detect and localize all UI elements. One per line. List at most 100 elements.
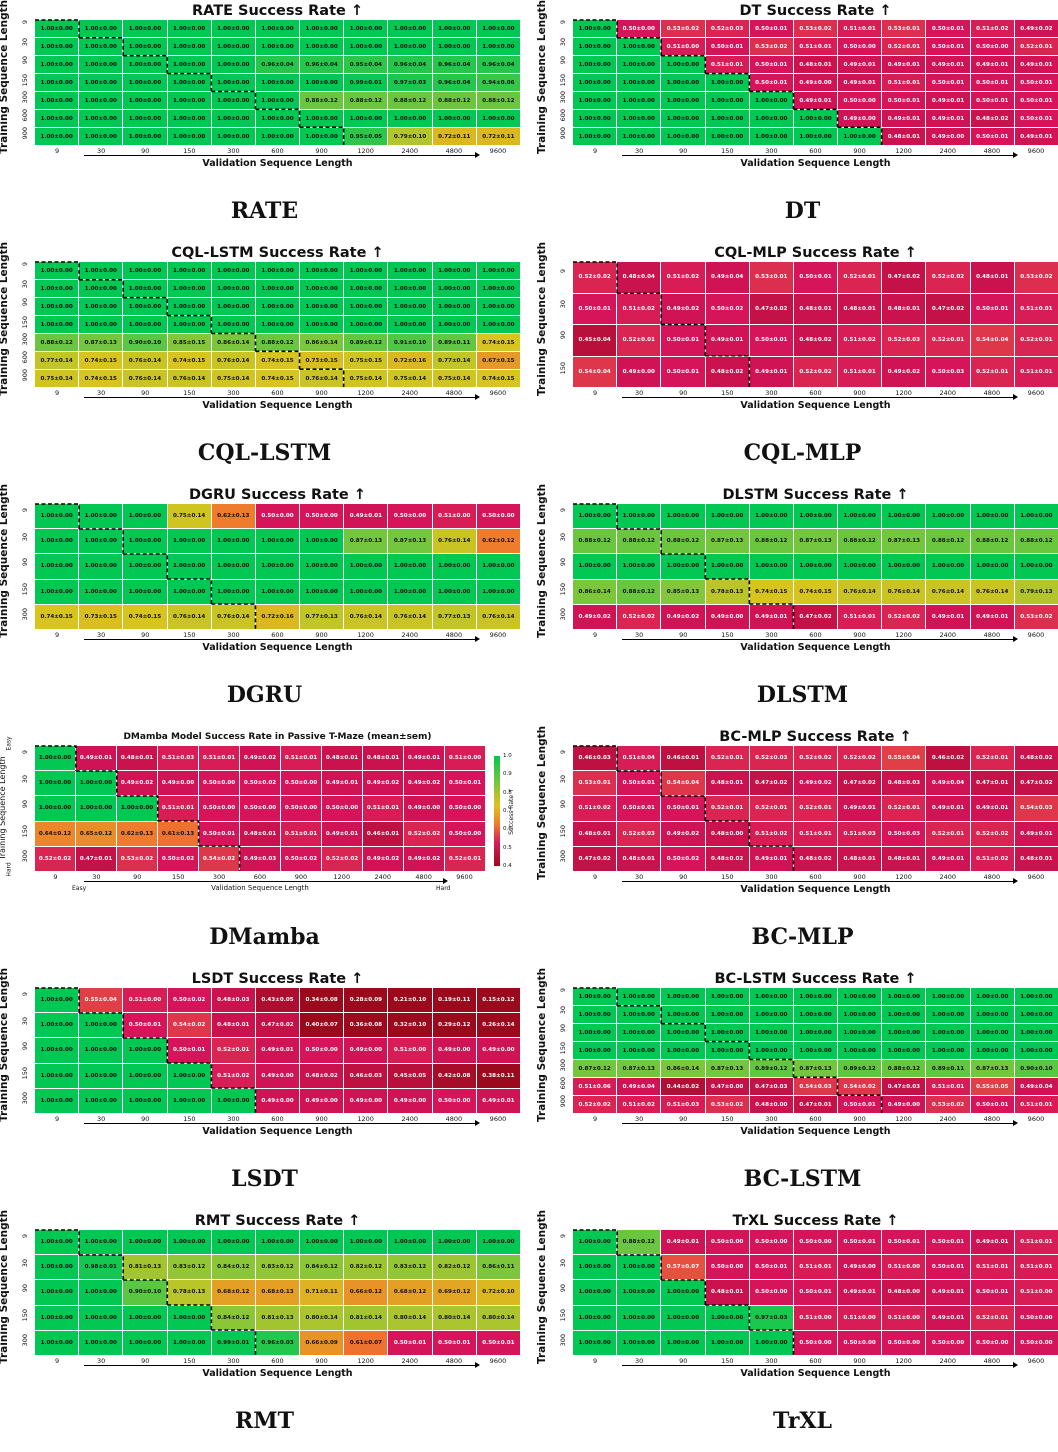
y-axis-label: Training Sequence Length (536, 967, 548, 1122)
x-tick-label: 9600 (489, 1357, 507, 1365)
y-tick-label: 30 (559, 37, 567, 47)
heatmap-cell: 1.00±0.00 (476, 280, 520, 297)
x-tick-label: 300 (765, 147, 778, 155)
heatmap-cell: 1.00±0.00 (255, 280, 300, 297)
heatmap-cell: 0.50±0.01 (926, 20, 970, 37)
heatmap-cell: 0.49±0.01 (76, 746, 116, 771)
heatmap-cell: 0.85±0.15 (167, 334, 211, 351)
y-axis-label: Training Sequence Length (0, 756, 7, 860)
x-tick-label: 600 (271, 1357, 284, 1365)
heatmap-cell: 1.00±0.00 (661, 1305, 705, 1330)
chart-title: LSDT Success Rate ↑ (191, 971, 364, 987)
heatmap-cell: 0.51±0.01 (281, 821, 321, 846)
x-axis-label: Validation Sequence Length (740, 1126, 891, 1137)
heatmap-cell: 1.00±0.00 (76, 771, 116, 796)
heatmap-cell: 0.51±0.04 (617, 746, 661, 771)
x-axis-arrow (622, 1120, 1018, 1126)
heatmap-cell: 0.81±0.14 (344, 1305, 388, 1330)
heatmap-cell: 1.00±0.00 (211, 316, 255, 333)
heatmap-cell: 0.75±0.14 (211, 370, 255, 387)
heatmap-panel: DT Success Rate ↑ Training Sequence Lengt… (536, 0, 1058, 242)
panel-caption: DGRU (226, 682, 303, 708)
y-tick-label: 900 (559, 1095, 567, 1108)
heatmap-cell: 1.00±0.00 (79, 579, 123, 604)
heatmap-cell: 1.00±0.00 (432, 20, 476, 37)
heatmap-cell: 1.00±0.00 (35, 1330, 79, 1355)
y-tick-label: 900 (559, 127, 567, 140)
heatmap-panel: DMamba Model Success Rate in Passive T-M… (0, 726, 529, 968)
heatmap-cell: 0.50±0.01 (1014, 92, 1058, 109)
heatmap-cell: 1.00±0.00 (617, 1330, 661, 1355)
heatmap-cell: 0.50±0.00 (388, 504, 432, 529)
heatmap-cell: 0.78±0.13 (705, 579, 749, 604)
heatmap-cell: 0.51±0.03 (661, 1096, 705, 1113)
chart-title: CQL-LSTM Success Rate ↑ (171, 245, 384, 261)
x-tick-label: 600 (809, 1357, 822, 1365)
heatmap-cell: 0.49±0.01 (344, 504, 388, 529)
heatmap-cell: 0.80±0.14 (388, 1305, 432, 1330)
x-axis-arrow (622, 1362, 1018, 1368)
heatmap-cell: 0.76±0.14 (344, 604, 388, 629)
x-tick-label: 1200 (895, 147, 912, 155)
heatmap-cell: 1.00±0.00 (476, 38, 520, 55)
heatmap-cell: 0.89±0.11 (432, 334, 476, 351)
heatmap-cell: 0.50±0.00 (281, 771, 321, 796)
y-tick-label: 150 (21, 824, 29, 837)
heatmap-panel: BC-LSTM Success Rate ↑ Training Sequence … (536, 967, 1058, 1210)
x-tick-label: 900 (853, 1357, 866, 1365)
x-axis-arrow (84, 636, 480, 642)
heatmap-cell: 0.48±0.01 (1014, 846, 1058, 871)
heatmap-cell: 1.00±0.00 (1014, 988, 1058, 1005)
x-tick-label: 90 (679, 1115, 688, 1123)
x-tick-label: 300 (227, 631, 240, 639)
heatmap-cell: 0.48±0.03 (211, 988, 255, 1013)
heatmap-cell: 0.49±0.00 (793, 74, 838, 91)
heatmap-cell: 1.00±0.00 (79, 262, 123, 279)
heatmap-cell: 0.53±0.02 (926, 1096, 970, 1113)
x-tick-label: 600 (271, 631, 284, 639)
heatmap-cell: 1.00±0.00 (79, 280, 123, 297)
x-tick-label: 30 (96, 147, 106, 155)
heatmap-cell: 0.52±0.02 (970, 821, 1014, 846)
x-tick-label: 9 (592, 873, 598, 881)
heatmap-cell: 1.00±0.00 (123, 110, 167, 127)
heatmap-cell: 0.49±0.02 (573, 604, 617, 629)
heatmap-cell: 0.54±0.04 (573, 356, 617, 387)
heatmap-cell: 1.00±0.00 (573, 1042, 617, 1059)
heatmap-cell: 0.94±0.06 (476, 74, 520, 91)
x-tick-label: 30 (634, 631, 644, 639)
heatmap-cell: 0.48±0.01 (117, 746, 157, 771)
heatmap-cell: 0.88±0.12 (432, 92, 476, 109)
heatmap-cell: 0.49±0.01 (926, 110, 970, 127)
heatmap-cell: 1.00±0.00 (35, 280, 79, 297)
heatmap-cell: 0.49±0.01 (926, 604, 970, 629)
heatmap-cell: 0.76±0.14 (970, 579, 1014, 604)
heatmap-cell: 0.48±0.01 (793, 56, 838, 73)
heatmap-cell: 1.00±0.00 (167, 74, 211, 91)
chart-title: DGRU Success Rate ↑ (189, 487, 366, 503)
x-tick-label: 1200 (357, 631, 374, 639)
heatmap-cell: 1.00±0.00 (35, 1063, 79, 1088)
x-tick-label: 90 (679, 631, 688, 639)
heatmap-cell: 1.00±0.00 (617, 1006, 661, 1023)
heatmap-cell: 0.49±0.01 (838, 56, 882, 73)
heatmap-cell: 1.00±0.00 (476, 20, 520, 37)
heatmap-cell: 0.50±0.01 (970, 293, 1014, 324)
y-tick-label: 150 (21, 315, 29, 328)
heatmap-cell: 0.49±0.03 (240, 846, 280, 871)
x-axis-arrow (622, 636, 1018, 642)
heatmap-cell: 0.52±0.01 (617, 325, 661, 356)
heatmap-cell: 0.72±0.16 (255, 604, 300, 629)
heatmap-cell: 0.51±0.00 (882, 1255, 926, 1280)
x-tick-label: 600 (271, 389, 284, 397)
heatmap-cell: 1.00±0.00 (35, 1230, 79, 1255)
heatmap-cell: 0.50±0.00 (970, 1330, 1014, 1355)
x-tick-label: 1200 (895, 389, 912, 397)
heatmap-cell: 1.00±0.00 (793, 554, 838, 579)
heatmap-cell: 1.00±0.00 (838, 988, 882, 1005)
heatmap-cell: 0.26±0.14 (476, 1013, 520, 1038)
heatmap-cell: 0.51±0.03 (158, 746, 198, 771)
x-tick-label: 2400 (939, 1357, 957, 1365)
heatmap-cell: 0.49±0.01 (926, 1305, 970, 1330)
x-tick-label: 300 (227, 147, 240, 155)
